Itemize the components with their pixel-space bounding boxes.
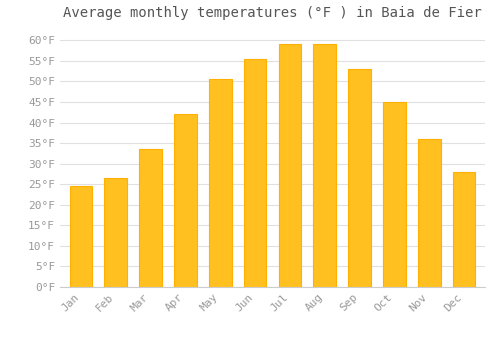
Bar: [244, 59, 266, 287]
Bar: [174, 114, 197, 287]
Bar: [278, 44, 301, 287]
Title: Average monthly temperatures (°F ) in Baia de Fier: Average monthly temperatures (°F ) in Ba…: [63, 6, 482, 20]
Bar: [140, 149, 162, 287]
Bar: [348, 69, 371, 287]
Bar: [209, 79, 232, 287]
Bar: [418, 139, 440, 287]
Bar: [70, 186, 92, 287]
Bar: [104, 178, 127, 287]
Bar: [453, 172, 475, 287]
Bar: [314, 44, 336, 287]
Bar: [383, 102, 406, 287]
